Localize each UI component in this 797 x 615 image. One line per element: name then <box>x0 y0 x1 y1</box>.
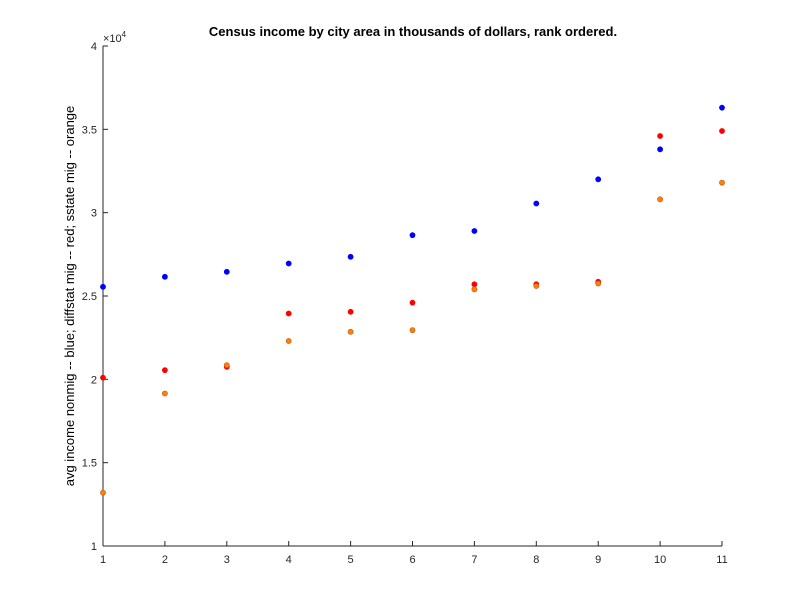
data-point <box>223 268 230 275</box>
y-tick-label: 2.5 <box>82 291 97 303</box>
y-tick-label: 1 <box>91 541 97 553</box>
x-ticks: 1 2 3 4 5 6 7 8 9 10 11 <box>100 541 728 566</box>
data-point <box>719 179 725 186</box>
x-tick-label: 5 <box>348 554 354 566</box>
data-point <box>223 362 230 369</box>
svg-text:×104: ×104 <box>103 30 127 45</box>
data-point <box>347 328 354 335</box>
y-ticks: 1 1.5 2 2.5 3 3.5 4 <box>82 41 108 553</box>
data-point <box>657 133 663 139</box>
y-exponent-label: ×104 <box>103 30 127 45</box>
data-point <box>347 253 354 260</box>
x-tick-label: 3 <box>224 554 230 566</box>
data-point <box>657 196 663 203</box>
x-tick-label: 2 <box>162 554 168 566</box>
data-point <box>285 338 292 344</box>
data-point <box>161 367 168 374</box>
data-point <box>100 489 106 496</box>
x-tick-label: 11 <box>716 554 727 566</box>
data-point <box>657 146 663 153</box>
data-point <box>347 308 354 315</box>
y-tick-label: 4 <box>91 41 97 53</box>
x-tick-label: 9 <box>595 554 601 566</box>
y-axis-label: avg income nonmig -- blue; diffstat mig … <box>62 106 77 487</box>
y-tick-label: 1.5 <box>82 458 97 470</box>
series-3 <box>100 179 725 496</box>
data-point <box>595 176 602 183</box>
x-tick-label: 8 <box>533 554 539 566</box>
y-tick-label: 3 <box>91 208 97 220</box>
data-point <box>161 273 168 280</box>
data-point <box>100 374 106 381</box>
y-exponent-base: ×10 <box>103 33 122 45</box>
data-point <box>161 390 168 397</box>
data-point <box>471 286 478 293</box>
data-point <box>595 280 602 287</box>
y-tick-label: 2 <box>91 374 97 386</box>
data-point <box>471 281 478 288</box>
data-point <box>409 327 416 334</box>
y-exponent-power: 4 <box>122 30 127 39</box>
data-point <box>285 260 292 267</box>
data-point <box>409 232 416 239</box>
data-points <box>100 104 725 496</box>
series-1 <box>100 104 725 290</box>
data-point <box>100 283 106 290</box>
data-point <box>409 299 416 306</box>
data-point <box>719 128 725 134</box>
series-2 <box>100 128 725 381</box>
y-tick-label: 3.5 <box>82 124 97 136</box>
x-tick-label: 10 <box>654 554 666 566</box>
chart-title: Census income by city area in thousands … <box>209 24 617 39</box>
data-point <box>471 228 478 234</box>
data-point <box>533 283 540 289</box>
data-point <box>285 310 292 317</box>
x-tick-label: 6 <box>409 554 415 566</box>
data-point <box>719 104 725 111</box>
data-point <box>533 200 540 207</box>
x-tick-label: 1 <box>100 554 106 566</box>
x-tick-label: 4 <box>286 554 292 566</box>
axes <box>102 46 722 547</box>
x-tick-label: 7 <box>471 554 477 566</box>
